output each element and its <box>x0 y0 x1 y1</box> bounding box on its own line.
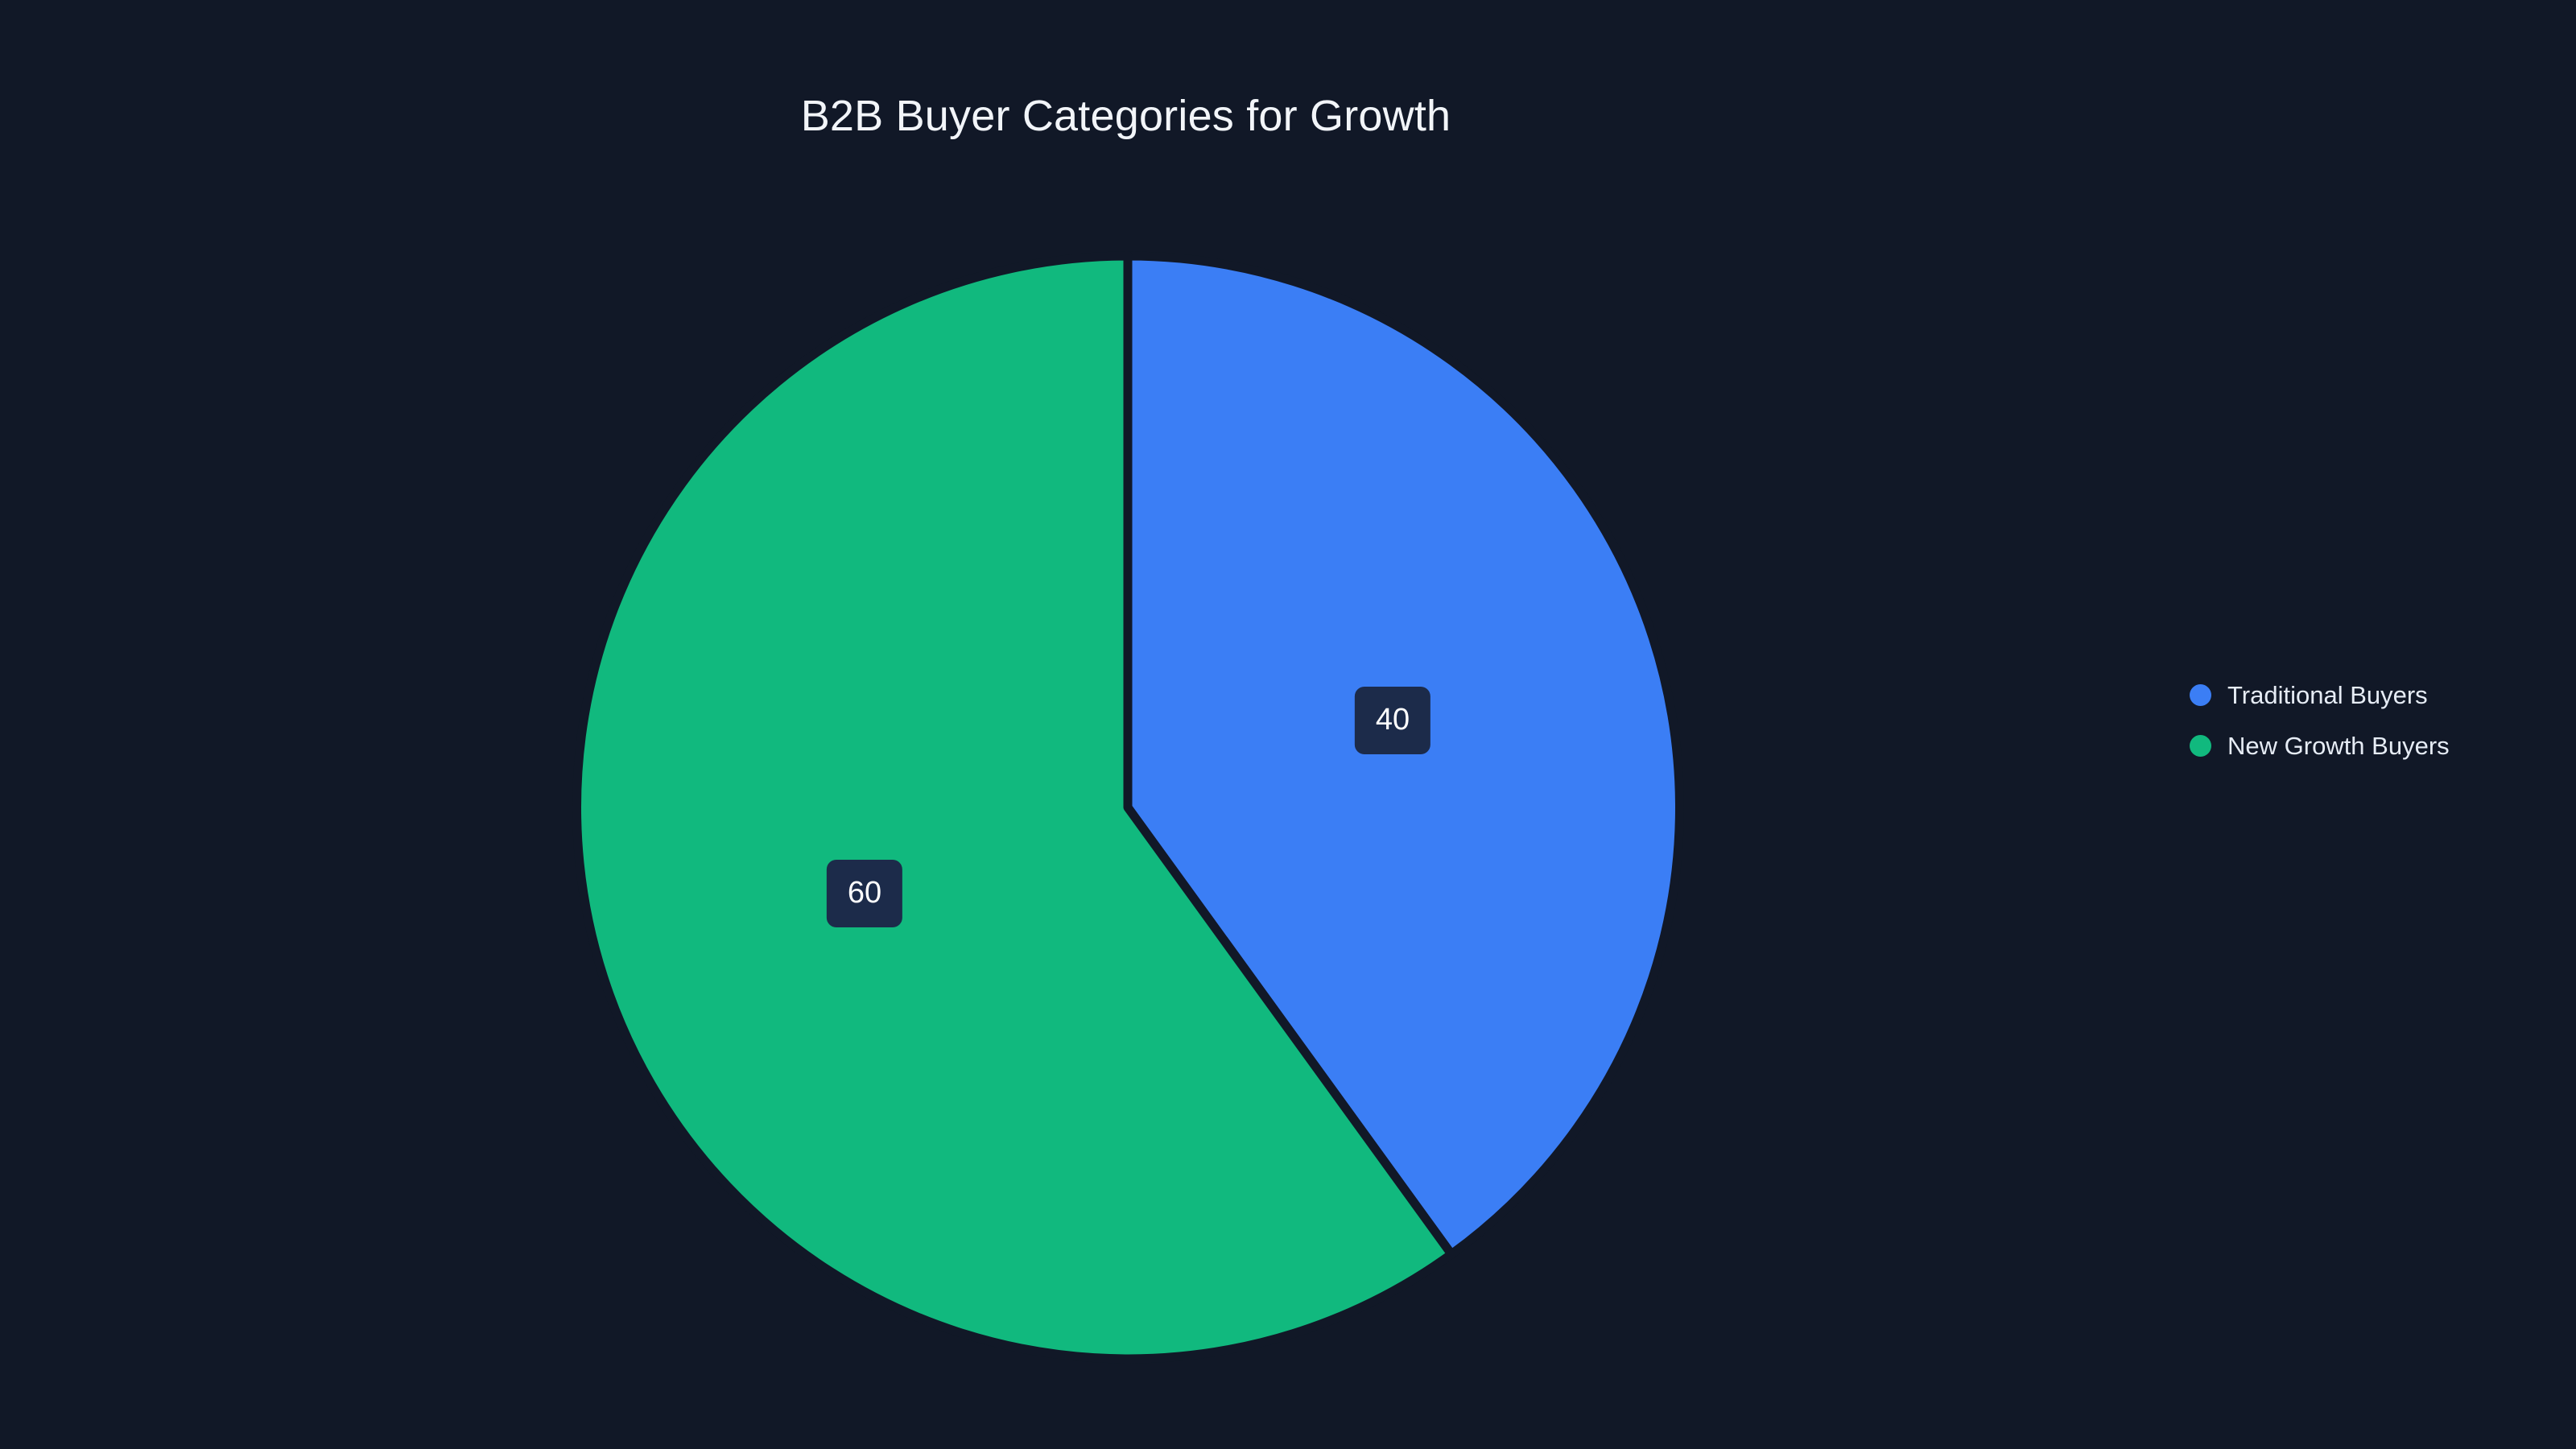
legend-item-label: Traditional Buyers <box>2227 681 2428 709</box>
plot-area: 40 60 <box>572 251 1685 1364</box>
legend-color-swatch-icon <box>2190 684 2211 706</box>
pie-slice-traditional-buyers[interactable] <box>1123 251 1685 1259</box>
pie-slice-new-growth-buyers[interactable] <box>572 251 1456 1364</box>
chart-title-text: B2B Buyer Categories for Growth <box>800 92 1451 140</box>
legend-item-new-growth-buyers[interactable]: New Growth Buyers <box>2190 720 2450 771</box>
data-label-traditional-buyers: 40 <box>1354 687 1431 754</box>
page-title: B2B Buyer Categories for Growth <box>0 92 2576 140</box>
data-label-new-growth-buyers: 60 <box>826 860 903 927</box>
legend-item-traditional-buyers[interactable]: Traditional Buyers <box>2190 670 2450 720</box>
legend-color-swatch-icon <box>2190 735 2211 757</box>
pie-chart <box>572 251 1685 1364</box>
chart-legend: Traditional Buyers New Growth Buyers <box>2190 670 2450 771</box>
legend-item-label: New Growth Buyers <box>2227 732 2450 760</box>
